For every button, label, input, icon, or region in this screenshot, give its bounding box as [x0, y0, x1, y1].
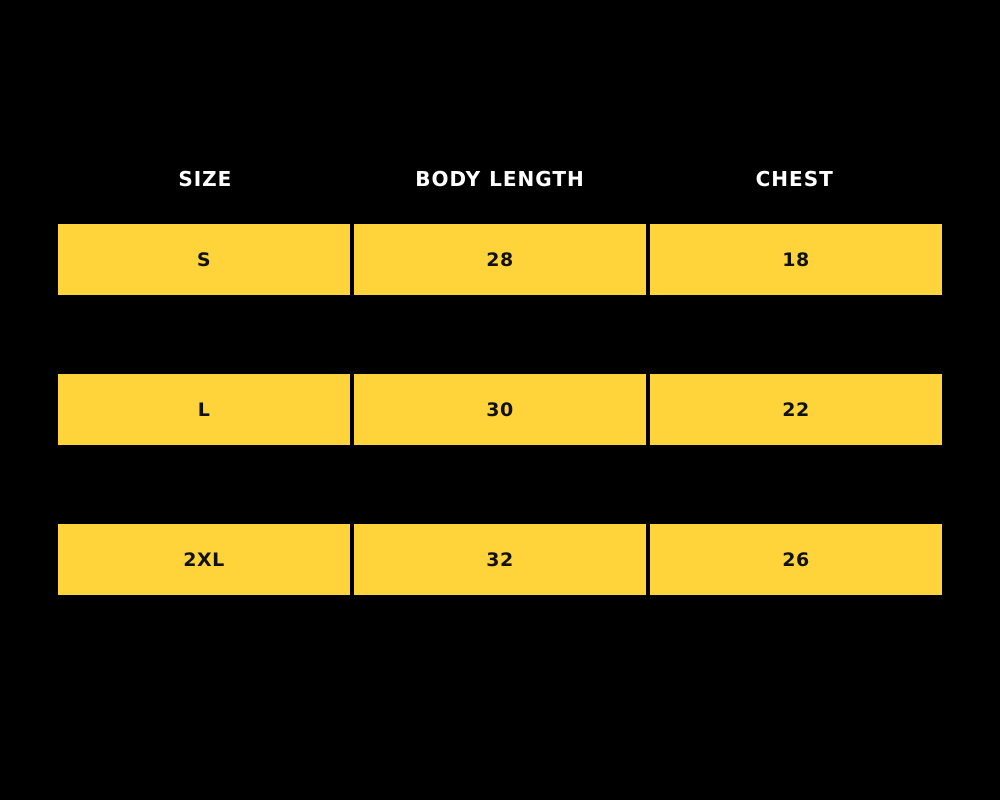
cell-chest: 26: [650, 524, 942, 595]
table-header-row: SIZE BODY LENGTH CHEST: [58, 150, 942, 208]
table-row-s: S 28 18: [58, 224, 942, 295]
table-row-2xl: 2XL 32 26: [58, 524, 942, 595]
cell-chest: 22: [650, 374, 942, 445]
cell-size: L: [58, 374, 354, 445]
cell-body-length: 32: [354, 524, 650, 595]
cell-body-length: 28: [354, 224, 650, 295]
table-row-l: L 30 22: [58, 374, 942, 445]
column-header-chest: CHEST: [755, 167, 834, 191]
cell-chest: 18: [650, 224, 942, 295]
cell-size: 2XL: [58, 524, 354, 595]
cell-size: S: [58, 224, 354, 295]
column-header-size: SIZE: [178, 167, 233, 191]
column-header-body-length: BODY LENGTH: [415, 167, 585, 191]
cell-body-length: 30: [354, 374, 650, 445]
